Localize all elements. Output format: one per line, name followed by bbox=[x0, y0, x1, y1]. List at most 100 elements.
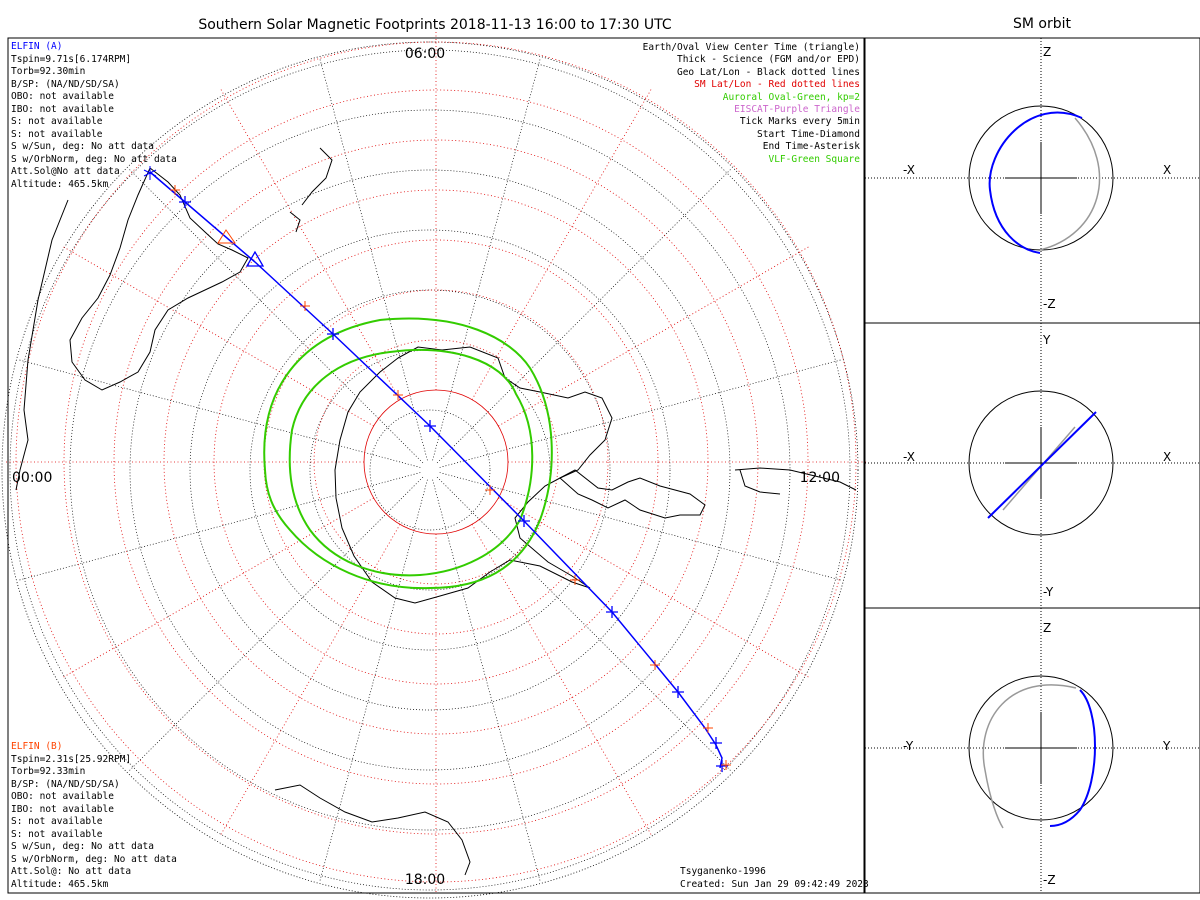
orbit-a-path bbox=[988, 111, 1083, 254]
elfin-a-line: Tspin=9.71s[6.174RPM] bbox=[11, 54, 131, 65]
elfin-b-line: B/SP: (NA/ND/SD/SA) bbox=[11, 779, 120, 790]
sm-longitude-line bbox=[498, 246, 809, 427]
elfin-b-line: IBO: not available bbox=[11, 804, 114, 815]
geo-longitude-line bbox=[436, 169, 731, 464]
legend-item: VLF-Green Square bbox=[768, 154, 860, 165]
geo-latitude-circle bbox=[189, 229, 671, 711]
axis-label-top: Z bbox=[1043, 621, 1051, 635]
elfin-b-tick-marks bbox=[170, 185, 731, 770]
sm-latitude-circle bbox=[63, 89, 809, 835]
elfin-a-line: OBO: not available bbox=[11, 91, 114, 102]
elfin-a-info: ELFIN (A) Tspin=9.71s[6.174RPM] Torb=92.… bbox=[11, 41, 177, 190]
polar-map bbox=[1, 32, 866, 899]
south-america-coastline bbox=[734, 467, 857, 495]
elfin-b-line: Tspin=2.31s[25.92RPM] bbox=[11, 754, 131, 765]
legend-item: EISCAT-Purple Triangle bbox=[734, 104, 860, 115]
elfin-a-line: IBO: not available bbox=[11, 104, 114, 115]
orbit-panel-xy: Y -Y -X X bbox=[865, 323, 1200, 608]
tick-mark-b bbox=[570, 575, 580, 585]
legend-item: Tick Marks every 5min bbox=[740, 116, 860, 127]
legend-item: Thick - Science (FGM and/or EPD) bbox=[677, 54, 860, 65]
geo-longitude-line bbox=[129, 169, 424, 464]
legend-item: Geo Lat/Lon - Black dotted lines bbox=[677, 67, 860, 78]
geo-latitude-circle bbox=[369, 409, 491, 531]
legend-item: End Time-Asterisk bbox=[763, 141, 861, 152]
map-frame bbox=[7, 37, 865, 894]
time-label-right: 12:00 bbox=[800, 470, 840, 486]
legend-item: Earth/Oval View Center Time (triangle) bbox=[643, 42, 860, 53]
orbit-a-path bbox=[1049, 689, 1096, 827]
axis-label-right: X bbox=[1163, 163, 1171, 177]
geo-longitude-line bbox=[319, 479, 428, 881]
elfin-a-line: Torb=92.30min bbox=[11, 66, 85, 77]
axis-label-left: -X bbox=[903, 450, 915, 464]
elfin-a-line: B/SP: (NA/ND/SD/SA) bbox=[11, 79, 120, 90]
axis-label-left: -X bbox=[903, 163, 915, 177]
elfin-b-info: ELFIN (B) Tspin=2.31s[25.92RPM] Torb=92.… bbox=[11, 741, 177, 890]
elfin-a-line: S: not available bbox=[11, 129, 103, 140]
sm-longitude-line bbox=[220, 89, 401, 400]
tick-mark-a bbox=[518, 515, 530, 527]
end-asterisk-a bbox=[143, 166, 157, 180]
geo-longitude-line bbox=[129, 476, 424, 771]
tick-mark-b bbox=[485, 485, 495, 495]
horizon-circle bbox=[1, 41, 859, 899]
elfin-a-line: Altitude: 465.5km bbox=[11, 179, 109, 190]
australia-coastline bbox=[69, 167, 249, 391]
tick-mark-a bbox=[327, 328, 339, 340]
elfin-b-name: ELFIN (B) bbox=[11, 741, 62, 752]
axis-label-left: -Y bbox=[903, 739, 914, 753]
geo-longitude-line bbox=[319, 59, 428, 461]
legend: Earth/Oval View Center Time (triangle) T… bbox=[643, 42, 861, 165]
time-label-top: 06:00 bbox=[405, 46, 445, 62]
axis-label-top: Y bbox=[1042, 333, 1051, 347]
geo-latitude-circle bbox=[129, 169, 731, 771]
sm-latitude-circle bbox=[213, 239, 659, 685]
elfin-b-line: S w/OrbNorm, deg: No att data bbox=[11, 854, 177, 865]
elfin-b-line: Att.Sol@: No att data bbox=[11, 866, 131, 877]
geo-grid bbox=[1, 41, 859, 899]
legend-item: Auroral Oval-Green, kp=2 bbox=[723, 92, 860, 103]
tick-mark-a bbox=[710, 737, 722, 749]
axis-label-bottom: -Z bbox=[1043, 873, 1056, 887]
africa-coastline bbox=[274, 784, 471, 876]
geo-latitude-circle bbox=[69, 109, 791, 831]
time-label-left: 00:00 bbox=[12, 470, 52, 486]
sm-grid bbox=[6, 32, 866, 892]
geo-longitude-line bbox=[432, 479, 541, 881]
orbit-title: SM orbit bbox=[1013, 16, 1072, 32]
antarctica-coastline bbox=[334, 346, 613, 604]
axis-label-bottom: -Z bbox=[1043, 297, 1056, 311]
elfin-b-line: OBO: not available bbox=[11, 791, 114, 802]
elfin-b-line: Torb=92.33min bbox=[11, 766, 85, 777]
sm-longitude-line bbox=[63, 497, 374, 678]
geo-longitude-line bbox=[19, 472, 421, 581]
tick-mark-a bbox=[606, 606, 618, 618]
sm-latitude-circle bbox=[15, 41, 857, 883]
elfin-b-line: S: not available bbox=[11, 816, 103, 827]
tick-mark-b bbox=[703, 723, 713, 733]
geo-longitude-line bbox=[19, 359, 421, 468]
view-center-triangle bbox=[217, 229, 236, 244]
earth-circle bbox=[968, 390, 1114, 536]
sm-latitude-circle bbox=[263, 289, 609, 635]
tick-mark-b bbox=[721, 760, 731, 770]
model-label: Tsyganenko-1996 bbox=[680, 866, 766, 877]
geo-longitude-line bbox=[439, 359, 841, 468]
orbit-b-path bbox=[1039, 117, 1101, 251]
view-center-triangle-a bbox=[245, 250, 265, 267]
orbit-a-path bbox=[987, 411, 1097, 519]
western-coastline bbox=[15, 199, 69, 491]
geo-longitude-line bbox=[432, 59, 541, 461]
sm-longitude-line bbox=[220, 524, 401, 835]
elfin-a-line: S: not available bbox=[11, 116, 103, 127]
new-zealand-coastline bbox=[289, 147, 333, 233]
sm-longitude-line bbox=[63, 246, 374, 427]
orbit-panels: Z -Z -X X Y -Y -X X Z bbox=[864, 37, 1200, 894]
elfin-a-line: S w/Sun, deg: No att data bbox=[11, 141, 154, 152]
tick-mark-a bbox=[424, 420, 436, 432]
orbit-panel-xz: Z -Z -X X bbox=[865, 38, 1200, 323]
created-label: Created: Sun Jan 29 09:42:49 2023 bbox=[680, 879, 869, 890]
